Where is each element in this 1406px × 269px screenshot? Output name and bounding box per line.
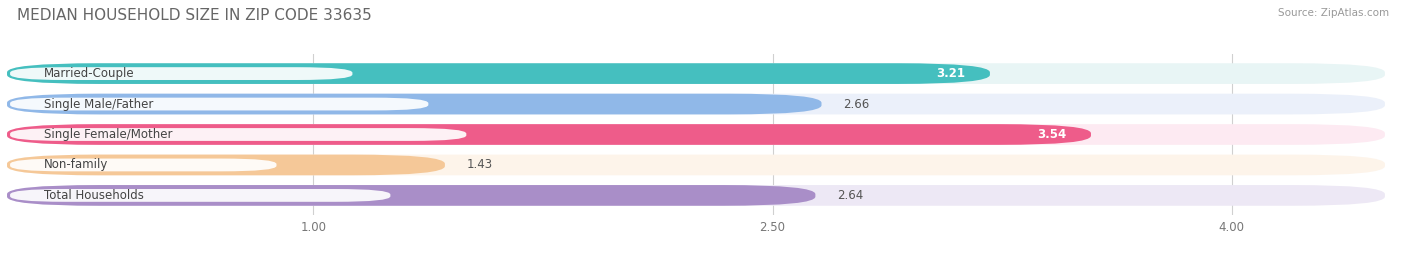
FancyBboxPatch shape	[10, 189, 391, 202]
Text: Non-family: Non-family	[44, 158, 108, 171]
Text: 3.21: 3.21	[936, 67, 966, 80]
FancyBboxPatch shape	[10, 158, 277, 171]
FancyBboxPatch shape	[7, 63, 1385, 84]
FancyBboxPatch shape	[10, 128, 467, 141]
FancyBboxPatch shape	[7, 155, 444, 175]
FancyBboxPatch shape	[7, 94, 1385, 114]
FancyBboxPatch shape	[7, 94, 821, 114]
Text: 1.43: 1.43	[467, 158, 492, 171]
FancyBboxPatch shape	[7, 124, 1385, 145]
Text: Single Male/Father: Single Male/Father	[44, 98, 153, 111]
Text: Total Households: Total Households	[44, 189, 143, 202]
FancyBboxPatch shape	[7, 63, 990, 84]
Text: Married-Couple: Married-Couple	[44, 67, 135, 80]
FancyBboxPatch shape	[7, 124, 1091, 145]
Text: 2.64: 2.64	[837, 189, 863, 202]
FancyBboxPatch shape	[10, 98, 429, 111]
Text: Source: ZipAtlas.com: Source: ZipAtlas.com	[1278, 8, 1389, 18]
Text: 2.66: 2.66	[844, 98, 869, 111]
FancyBboxPatch shape	[7, 185, 815, 206]
Text: Single Female/Mother: Single Female/Mother	[44, 128, 173, 141]
FancyBboxPatch shape	[10, 67, 353, 80]
FancyBboxPatch shape	[7, 185, 1385, 206]
FancyBboxPatch shape	[7, 155, 1385, 175]
Text: 3.54: 3.54	[1038, 128, 1067, 141]
Text: MEDIAN HOUSEHOLD SIZE IN ZIP CODE 33635: MEDIAN HOUSEHOLD SIZE IN ZIP CODE 33635	[17, 8, 371, 23]
